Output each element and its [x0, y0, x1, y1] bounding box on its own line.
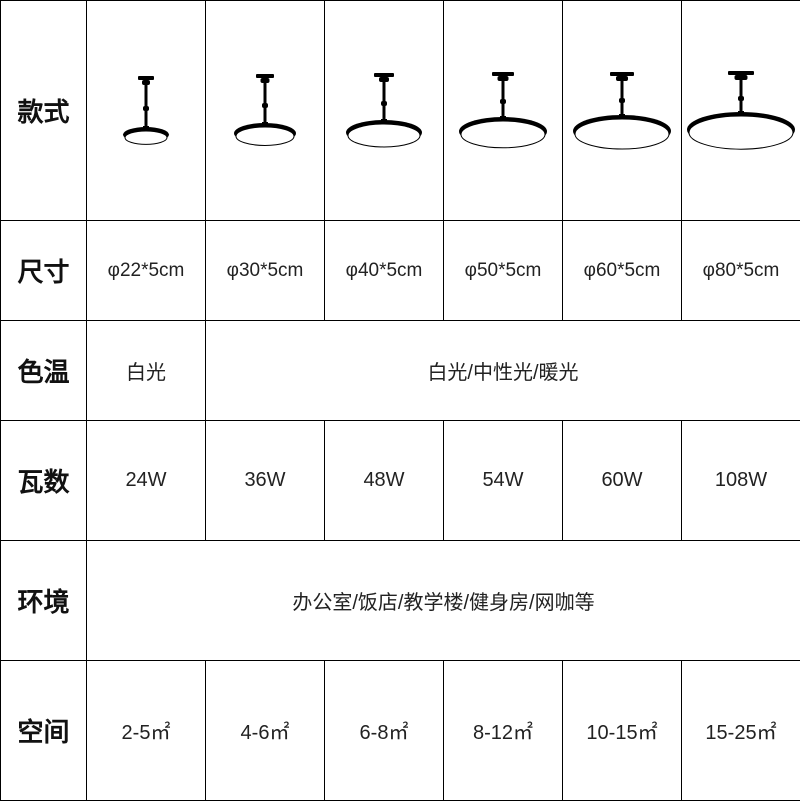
wattage-4: 60W: [563, 421, 682, 541]
row-color-temp: 色温 白光 白光/中性光/暖光: [1, 321, 800, 421]
space-4: 10-15㎡: [563, 661, 682, 801]
space-1: 4-6㎡: [206, 661, 325, 801]
label-space: 空间: [1, 661, 87, 801]
environment-value: 办公室/饭店/教学楼/健身房/网咖等: [87, 541, 800, 661]
size-1: φ30*5cm: [206, 221, 325, 321]
lamp-icon: [345, 73, 423, 148]
wattage-5: 108W: [682, 421, 800, 541]
lamp-cell-3: [444, 1, 563, 221]
color-temp-0: 白光: [87, 321, 206, 421]
row-wattage: 瓦数 24W 36W 48W 54W 60W 108W: [1, 421, 800, 541]
lamp-icon: [458, 72, 548, 149]
lamp-cell-4: [563, 1, 682, 221]
lamp-cell-0: [87, 1, 206, 221]
size-5: φ80*5cm: [682, 221, 800, 321]
size-4: φ60*5cm: [563, 221, 682, 321]
size-0: φ22*5cm: [87, 221, 206, 321]
wattage-3: 54W: [444, 421, 563, 541]
lamp-cell-2: [325, 1, 444, 221]
space-5: 15-25㎡: [682, 661, 800, 801]
row-size: 尺寸 φ22*5cm φ30*5cm φ40*5cm φ50*5cm φ60*5…: [1, 221, 800, 321]
label-size: 尺寸: [1, 221, 87, 321]
row-environment: 环境 办公室/饭店/教学楼/健身房/网咖等: [1, 541, 800, 661]
lamp-icon: [572, 72, 672, 150]
label-color-temp: 色温: [1, 321, 87, 421]
label-style: 款式: [1, 1, 87, 221]
label-environment: 环境: [1, 541, 87, 661]
lamp-cell-1: [206, 1, 325, 221]
lamp-cell-5: [682, 1, 800, 221]
size-3: φ50*5cm: [444, 221, 563, 321]
lamp-icon: [686, 71, 796, 150]
spec-table: 款式 尺寸 φ22*5cm φ30*5cm φ40*5cm φ50*5cm φ6…: [0, 0, 800, 801]
lamp-icon: [122, 76, 170, 145]
space-2: 6-8㎡: [325, 661, 444, 801]
space-3: 8-12㎡: [444, 661, 563, 801]
color-temp-rest: 白光/中性光/暖光: [206, 321, 800, 421]
size-2: φ40*5cm: [325, 221, 444, 321]
wattage-2: 48W: [325, 421, 444, 541]
wattage-1: 36W: [206, 421, 325, 541]
space-0: 2-5㎡: [87, 661, 206, 801]
wattage-0: 24W: [87, 421, 206, 541]
row-style: 款式: [1, 1, 800, 221]
label-wattage: 瓦数: [1, 421, 87, 541]
row-space: 空间 2-5㎡ 4-6㎡ 6-8㎡ 8-12㎡ 10-15㎡ 15-25㎡: [1, 661, 800, 801]
lamp-icon: [233, 74, 297, 146]
